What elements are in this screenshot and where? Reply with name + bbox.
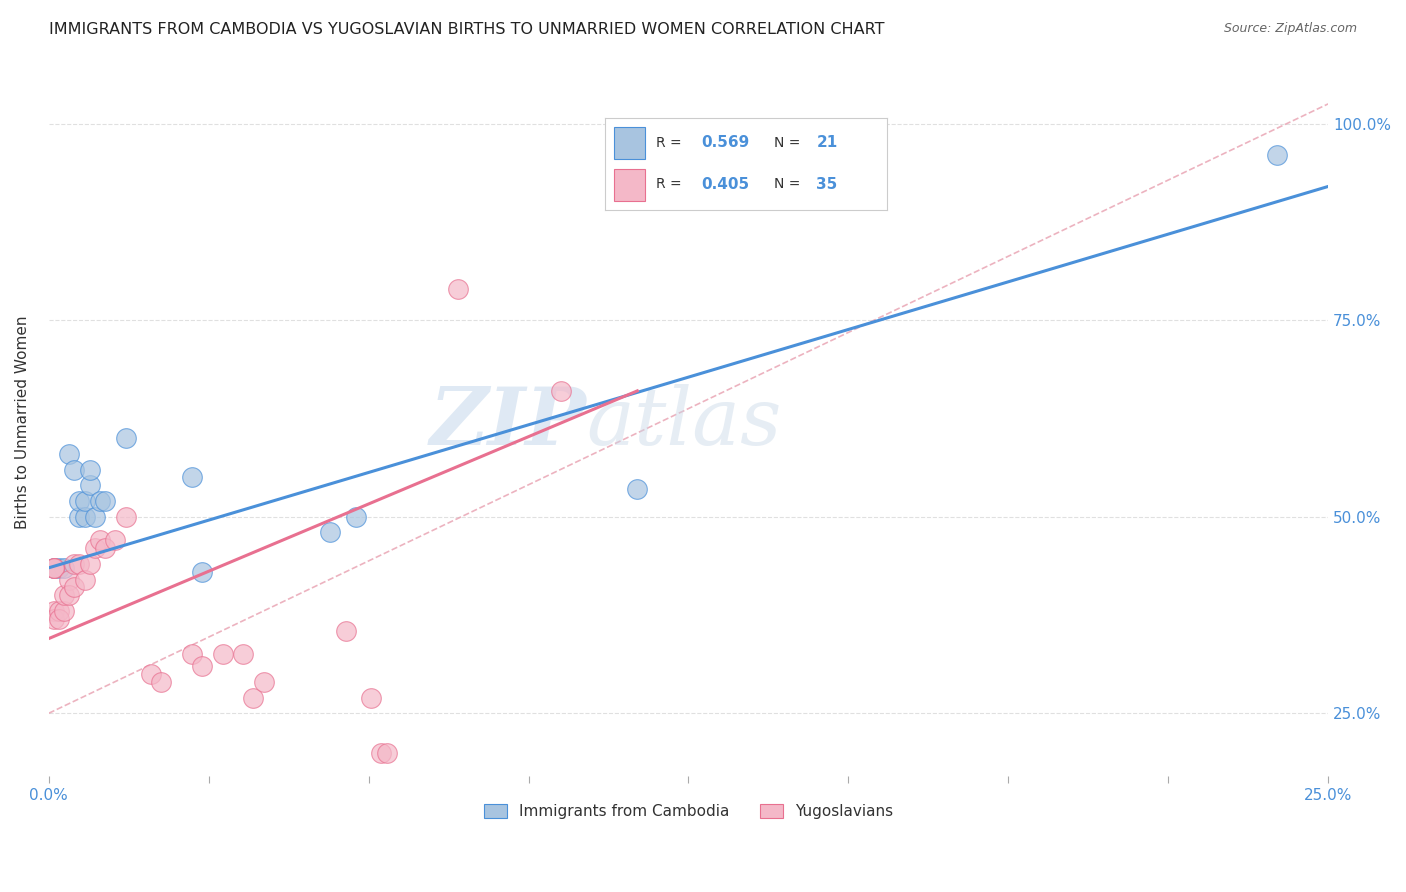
Point [191, 659, 214, 673]
Point [319, 525, 342, 540]
Legend: Immigrants from Cambodia, Yugoslavians: Immigrants from Cambodia, Yugoslavians [478, 797, 900, 825]
Point [94, 494, 117, 508]
Point [53, 588, 76, 602]
Text: IMMIGRANTS FROM CAMBODIA VS YUGOSLAVIAN BIRTHS TO UNMARRIED WOMEN CORRELATION CH: IMMIGRANTS FROM CAMBODIA VS YUGOSLAVIAN … [49, 22, 884, 37]
Point [79, 557, 101, 571]
Point [53, 561, 76, 575]
Point [375, 746, 398, 760]
Point [370, 746, 392, 760]
Point [447, 282, 470, 296]
Point [360, 690, 382, 705]
Point [73, 573, 96, 587]
Point [626, 482, 648, 496]
Point [211, 648, 233, 662]
Point [69, 509, 91, 524]
Point [150, 674, 173, 689]
Point [83, 541, 105, 556]
Point [114, 431, 136, 445]
Point [63, 462, 86, 476]
Point [58, 588, 80, 602]
Point [48, 612, 70, 626]
Point [344, 509, 367, 524]
Point [104, 533, 127, 548]
Point [181, 470, 204, 484]
Text: Source: ZipAtlas.com: Source: ZipAtlas.com [1223, 22, 1357, 36]
Y-axis label: Births to Unmarried Women: Births to Unmarried Women [15, 316, 30, 529]
Point [181, 648, 204, 662]
Point [58, 573, 80, 587]
Point [63, 557, 86, 571]
Point [48, 604, 70, 618]
Point [42, 561, 65, 575]
Point [253, 674, 276, 689]
Point [69, 557, 91, 571]
Point [58, 447, 80, 461]
Point [42, 561, 65, 575]
Point [114, 509, 136, 524]
Point [89, 494, 111, 508]
Point [42, 612, 65, 626]
Point [89, 533, 111, 548]
Point [42, 561, 65, 575]
Point [335, 624, 357, 638]
Point [69, 494, 91, 508]
Point [550, 384, 572, 398]
Point [191, 565, 214, 579]
Point [48, 561, 70, 575]
Point [232, 648, 254, 662]
Text: atlas: atlas [586, 384, 782, 461]
Point [83, 509, 105, 524]
Point [53, 604, 76, 618]
Point [79, 462, 101, 476]
Point [79, 478, 101, 492]
Point [242, 690, 264, 705]
Point [73, 509, 96, 524]
Point [42, 561, 65, 575]
Text: ZIP: ZIP [429, 384, 586, 461]
Point [42, 604, 65, 618]
Point [94, 541, 117, 556]
Point [1265, 148, 1288, 162]
Point [63, 581, 86, 595]
Point [139, 667, 162, 681]
Point [73, 494, 96, 508]
